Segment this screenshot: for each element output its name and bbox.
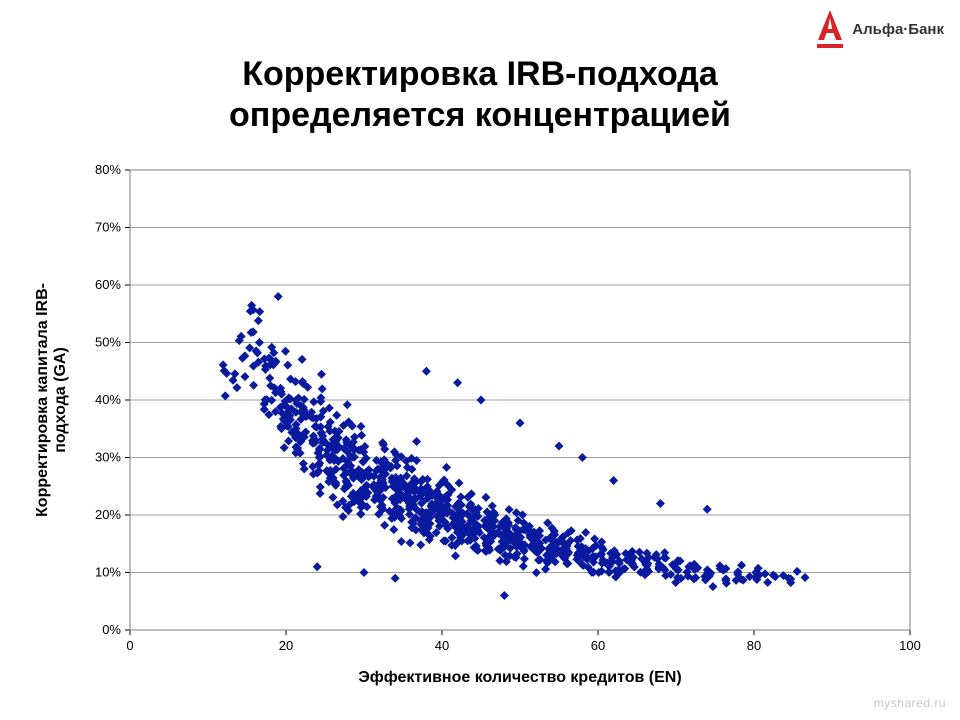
x-tick-label: 80 — [747, 638, 761, 653]
x-tick-label: 60 — [591, 638, 605, 653]
scatter-chart: 0% 10% 20% 30% 40% 50% 60% 70% 80% 0 20 40 60 80 100 Эф… — [30, 160, 930, 700]
y-tick-label: 40% — [95, 392, 121, 407]
x-tick-label: 0 — [126, 638, 133, 653]
alpha-bank-logo-icon — [814, 8, 846, 50]
x-axis-label: Эффективное количество кредитов (EN) — [358, 669, 681, 686]
y-tick-label: 30% — [95, 450, 121, 465]
x-tick-label: 100 — [899, 638, 921, 653]
y-tick-label: 10% — [95, 565, 121, 580]
y-tick-label: 0% — [102, 622, 121, 637]
y-tick-label: 20% — [95, 507, 121, 522]
x-tick-label: 40 — [435, 638, 449, 653]
y-axis-label: Корректировка капитала IRB-подхода (GA) — [34, 283, 69, 517]
y-tick-label: 80% — [95, 162, 121, 177]
x-tick-label: 20 — [279, 638, 293, 653]
brand: Альфа·Банк — [814, 8, 944, 50]
page-title: Корректировка IRB-подхода определяется к… — [0, 54, 960, 136]
brand-text: Альфа·Банк — [852, 21, 944, 38]
y-tick-label: 60% — [95, 277, 121, 292]
y-tick-label: 70% — [95, 220, 121, 235]
watermark: myshared.ru — [874, 696, 946, 710]
y-tick-label: 50% — [95, 335, 121, 350]
